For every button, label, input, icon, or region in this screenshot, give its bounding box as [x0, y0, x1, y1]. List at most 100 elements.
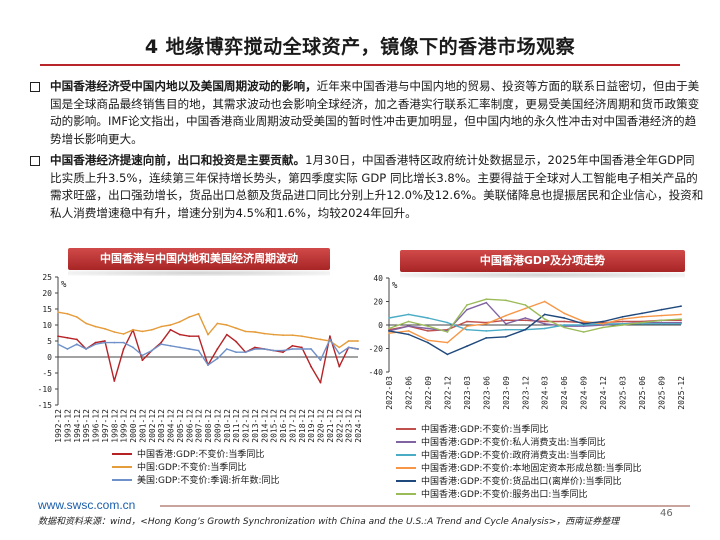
data-point	[407, 330, 410, 332]
data-point	[466, 345, 468, 348]
data-point	[319, 381, 322, 384]
data-point	[254, 331, 256, 333]
bullet-text-2: 中国香港经济提速向前，出口和投资是主要贡献。1月30日，中国香港特区政府统计处数…	[50, 152, 705, 222]
x-tick-label: 2018-12	[298, 409, 307, 443]
data-point	[160, 341, 163, 344]
data-point	[263, 332, 266, 335]
data-point	[225, 324, 228, 326]
x-tick-label: 2025-09	[658, 376, 667, 410]
data-point	[543, 318, 546, 320]
data-point	[122, 341, 125, 344]
data-point	[504, 299, 507, 302]
x-tick-label: 2007-12	[195, 409, 204, 443]
y-tick-label: -40	[369, 368, 384, 377]
x-tick-label: 2024-09	[580, 376, 589, 410]
x-tick-label: 2016-12	[279, 409, 288, 443]
x-tick-label: 2013-12	[251, 409, 260, 443]
data-point	[310, 365, 312, 368]
legend-label: 中国香港:GDP:不变价:私人消费支出:当季同比	[421, 438, 606, 448]
x-tick-label: 2024-12	[599, 376, 608, 410]
data-point	[602, 320, 604, 323]
data-point	[407, 333, 410, 336]
left-chart-legend: 中国香港:GDP:不变价:当季同比 中国:GDP:不变价:当季同比 美国:GDP:不…	[112, 447, 280, 486]
data-point	[169, 324, 172, 326]
data-point	[319, 359, 322, 362]
data-point	[300, 335, 303, 338]
x-tick-label: 2001-12	[138, 409, 147, 443]
data-point	[75, 343, 78, 346]
x-tick-label: 2022-12	[443, 376, 452, 410]
data-point	[104, 341, 106, 344]
legend-item-2: 中国香港:GDP:不变价:私人消费支出:当季同比	[396, 435, 641, 448]
x-tick-label: 2006-12	[185, 409, 194, 443]
data-point	[524, 304, 527, 306]
data-point	[141, 330, 144, 333]
x-tick-label: 2024-12	[354, 409, 363, 443]
data-point	[504, 319, 507, 322]
data-point	[680, 313, 682, 316]
data-point	[427, 341, 429, 344]
data-point	[300, 348, 303, 350]
data-point	[543, 322, 546, 325]
data-point	[427, 330, 429, 332]
series-line-4	[388, 300, 682, 344]
legend-swatch	[396, 492, 416, 495]
data-point	[122, 348, 125, 350]
right-chart-title: 中国香港GDP及分项走势	[400, 250, 685, 272]
legend-label: 中国香港:GDP:不变价:本地固定资本形成总额:当季同比	[421, 464, 642, 474]
series-line-2	[57, 311, 358, 349]
x-tick-label: 2014-12	[260, 409, 269, 443]
data-point	[66, 336, 69, 339]
data-point	[641, 321, 643, 324]
y-tick-label: -20	[369, 345, 384, 354]
data-point	[94, 341, 97, 344]
data-point	[524, 319, 527, 322]
data-point	[254, 346, 256, 349]
y-tick-label: 15	[42, 305, 52, 314]
data-point	[427, 325, 429, 328]
data-point	[446, 353, 449, 356]
data-point	[563, 324, 566, 326]
data-point	[94, 343, 97, 346]
data-point	[524, 328, 527, 331]
x-tick-label: 2025-03	[619, 376, 628, 410]
data-point	[347, 346, 350, 349]
x-tick-label: 1997-12	[101, 409, 110, 443]
y-tick-label: -10	[38, 385, 53, 394]
x-tick-label: 2023-09	[502, 376, 511, 410]
x-tick-label: 1993-12	[63, 409, 72, 443]
bullet-body: 1月30日，中国香港特区政府统计处数据显示，2025年中国香港全年GDP同比实质…	[50, 153, 704, 220]
data-point	[57, 335, 59, 338]
unit-label: %	[61, 280, 67, 290]
left-chart-title: 中国香港与中国内地和美国经济周期波动	[68, 248, 330, 270]
data-point	[621, 315, 624, 318]
x-tick-label: 2020-12	[317, 409, 326, 443]
unit-label: %	[392, 281, 398, 291]
data-point	[388, 332, 390, 335]
x-tick-label: 2024-03	[541, 376, 550, 410]
y-tick-label: 0	[378, 321, 383, 330]
data-point	[563, 317, 566, 319]
data-point	[225, 348, 228, 350]
company-logo[interactable]: www.swsc.com.cn	[38, 498, 136, 512]
data-point	[141, 359, 144, 362]
data-point	[66, 348, 69, 350]
x-tick-label: 2022-12	[335, 409, 344, 443]
y-tick-label: -5	[42, 369, 52, 378]
data-point	[338, 365, 341, 368]
panel-shadow	[400, 272, 685, 278]
data-point	[504, 322, 507, 325]
x-tick-label: 2023-12	[521, 376, 530, 410]
legend-swatch	[112, 478, 132, 481]
data-point	[446, 321, 449, 324]
data-point	[407, 313, 410, 316]
data-point	[319, 338, 322, 341]
bullet-body: 近年来中国香港与中国内地的贸易、投资等方面的联系日益密切，但由于美国是全球商品最…	[50, 79, 700, 146]
data-point	[466, 308, 468, 311]
data-point	[141, 354, 144, 357]
y-tick-label: 25	[42, 273, 52, 282]
x-tick-label: 2019-12	[307, 409, 316, 443]
y-tick-label: 20	[42, 289, 52, 298]
x-tick-label: 1996-12	[92, 409, 101, 443]
bullet-list: 中国香港经济受中国内地以及美国周期波动的影响，近年来中国香港与中国内地的贸易、投…	[30, 78, 705, 226]
